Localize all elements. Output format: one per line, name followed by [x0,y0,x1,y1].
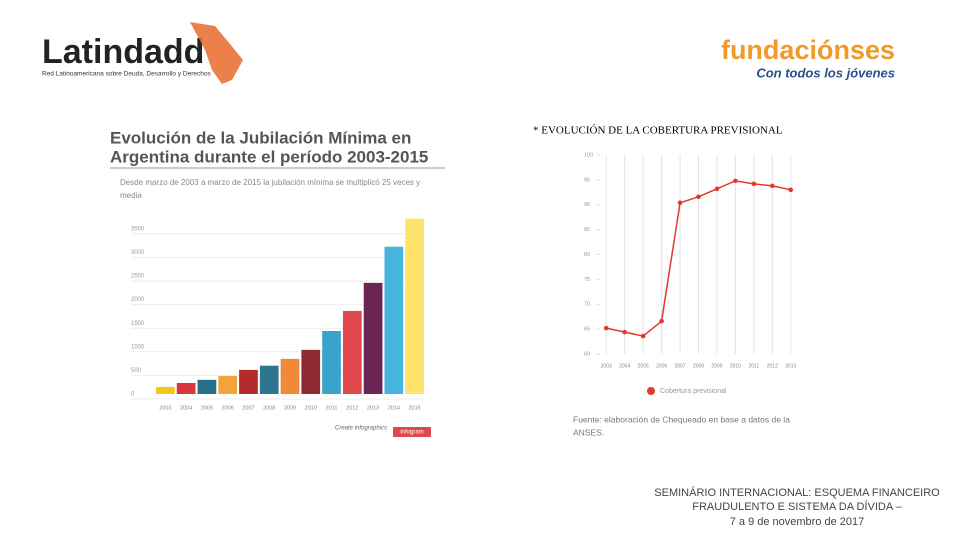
y-tick-label: 2000 [131,297,145,303]
y-tick-label: 0 [131,392,135,398]
y-tick-label: 85 [584,227,590,233]
y-tick-label: 70 [584,302,590,308]
x-tick-label: 2006 [656,363,667,369]
y-tick-label: 65 [584,327,590,333]
x-tick-label: 2011 [326,405,338,411]
bar [239,369,258,394]
legend-label: Cobertura previsional [660,388,727,395]
x-tick-label: 2008 [693,363,704,369]
source: Fuente: elaboración de Chequeado en base… [573,414,790,424]
x-tick-label: 2009 [711,363,722,369]
bar [176,383,196,394]
x-tick-label: 2015 [408,405,420,411]
y-tick-label: 95 [584,177,590,183]
x-tick-label: 2005 [638,363,649,369]
source: ANSES. [573,427,604,437]
left-tagline: Red Latinoamericana sobre Deuda, Desarro… [42,71,211,78]
point [733,178,738,184]
bar [197,379,217,394]
y-tick-label: 100 [584,152,593,158]
bar [156,386,175,394]
x-tick-label: 2010 [730,363,741,369]
x-tick-label: 2004 [180,405,192,411]
point [640,333,646,339]
y-tick-label: 80 [584,252,590,258]
point [714,186,720,192]
credit-badge: infogram [400,430,423,436]
credit-badge-bg [393,427,431,437]
point [751,181,757,187]
x-tick-label: 2011 [748,363,759,369]
footer-line: FRAUDULENTO E SISTEMA DA DÍVIDA – [692,500,902,513]
point [622,329,627,335]
chart-title: Argentina durante el período 2003-2015 [110,147,428,166]
bar [259,365,279,394]
y-tick-label: 1000 [131,344,145,350]
point [770,183,775,189]
credit: Create infographics [335,426,387,432]
x-tick-label: 2009 [284,405,296,411]
footer-line: 7 a 9 de novembro de 2017 [730,516,865,528]
bar [405,218,424,394]
x-tick-label: 2010 [305,405,317,411]
x-tick-label: 2003 [159,405,171,411]
bar [363,282,383,394]
bar [384,246,404,394]
y-tick-label: 75 [584,277,590,283]
bar [280,358,300,394]
footer-line: SEMINÁRIO INTERNACIONAL: ESQUEMA FINANCE… [654,486,940,499]
x-tick-label: 2007 [242,405,254,411]
y-tick-label: 500 [131,368,142,374]
x-tick-label: 2005 [201,405,213,411]
chart-title: Evolución de la Jubilación Mínima en [110,128,411,147]
x-tick-label: 2013 [367,405,379,411]
x-tick-label: 2003 [601,363,612,369]
y-tick-label: 3500 [131,226,145,232]
x-tick-label: 2012 [346,405,358,411]
point [659,318,664,324]
bar [301,349,321,394]
bar [342,310,362,394]
point [696,194,701,200]
point [788,187,794,193]
y-tick-label: 2500 [131,274,145,280]
bar [322,330,341,394]
x-tick-label: 2004 [619,363,630,369]
x-tick-label: 2008 [263,405,275,411]
chart-title: * EVOLUCIÓN DE LA COBERTURA PREVISIONAL [533,125,783,137]
y-tick-label: 60 [584,351,590,357]
x-tick-label: 2013 [785,363,796,369]
left-logo: Latindadd [42,33,204,71]
right-tagline: Con todos los jóvenes [756,65,895,80]
logo-map [190,22,243,84]
y-tick-label: 90 [584,202,590,208]
x-tick-label: 2014 [388,405,400,411]
y-tick-label: 3000 [131,250,145,256]
point [677,200,683,206]
chart-subtitle: Desde marzo de 2003 a marzo de 2015 la j… [120,178,420,187]
point [603,325,609,331]
x-tick-label: 2012 [767,363,778,369]
chart-subtitle: media [120,191,142,200]
legend-swatch [647,387,655,395]
x-tick-label: 2007 [674,363,685,369]
y-tick-label: 1500 [131,321,145,327]
right-logo: fundaciónses [721,35,895,65]
bar [218,376,238,394]
x-tick-label: 2006 [222,405,234,411]
